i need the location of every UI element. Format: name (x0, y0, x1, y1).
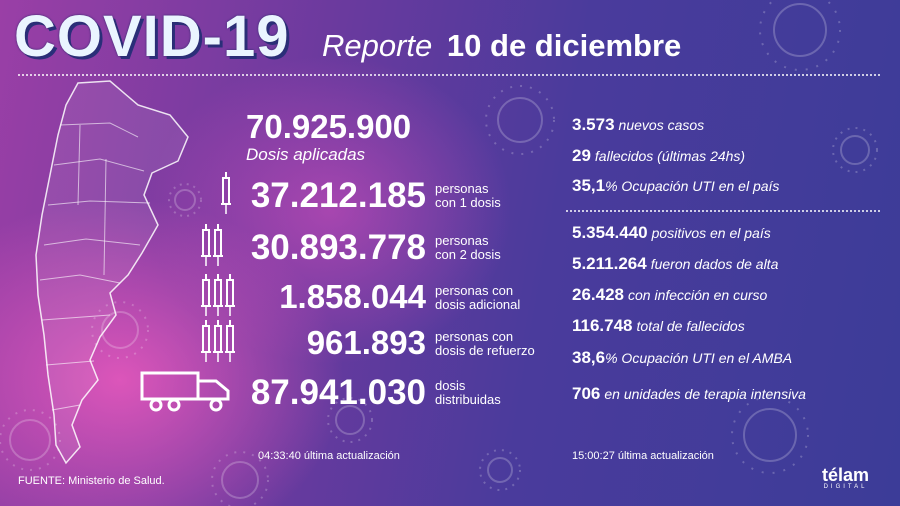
stat-text: % Ocupación UTI en el AMBA (605, 350, 793, 366)
telam-logo: télam DIGITAL (822, 466, 869, 490)
stat-row: 29 fallecidos (últimas 24hs) (572, 146, 745, 166)
update-time-left: 04:33:40 última actualización (258, 450, 400, 462)
stats-divider (566, 210, 880, 212)
vaccine-stat-label: personas con 2 dosis (435, 233, 501, 262)
stat-row: 706 en unidades de terapia intensiva (572, 384, 806, 404)
stat-text: % Ocupación UTI en el país (605, 178, 780, 194)
report-prefix: Reporte (322, 28, 433, 63)
stat-text: en unidades de terapia intensiva (604, 386, 806, 402)
stat-row: 26.428 con infección en curso (572, 285, 767, 305)
report-date: 10 de diciembre (446, 28, 682, 63)
truck-icon (140, 371, 230, 412)
stat-text: nuevos casos (618, 117, 705, 133)
syringe-icon (201, 274, 235, 316)
page-title: COVID-19 (14, 4, 290, 69)
vaccine-stat-row: 30.893.778 personas con 2 dosis (140, 224, 560, 270)
stat-row: 5.211.264 fueron dados de alta (572, 254, 778, 274)
stat-row: 5.354.440 positivos en el país (572, 223, 771, 243)
doses-applied-value: 70.925.900 (246, 108, 412, 145)
syringe-icon (201, 224, 223, 266)
vaccine-stat-row: 87.941.030 dosis distribuidas (140, 371, 560, 415)
stat-text: con infección en curso (628, 287, 768, 303)
stat-value: 3.573 (572, 115, 615, 134)
argentina-map-icon (35, 80, 189, 465)
doses-applied-block: 70.925.900 Dosis aplicadas (246, 110, 411, 165)
vaccine-stat-value: 37.212.185 (250, 176, 426, 215)
stat-text: fueron dados de alta (650, 256, 779, 272)
report-date-heading: Reporte 10 de diciembre (322, 30, 681, 61)
syringe-icon (201, 320, 235, 362)
stat-value: 706 (572, 384, 601, 403)
stat-value: 5.354.440 (572, 223, 648, 242)
doses-applied-label: Dosis aplicadas (246, 145, 366, 164)
vaccine-stat-value: 961.893 (306, 324, 426, 361)
stat-row: 38,6% Ocupación UTI en el AMBA (572, 348, 792, 368)
vaccine-stat-label: personas con dosis adicional (435, 283, 521, 312)
vaccine-stat-label: personas con dosis de refuerzo (435, 329, 535, 358)
update-time-right: 15:00:27 última actualización (572, 450, 714, 462)
syringe-icon (221, 172, 231, 214)
header-divider (18, 74, 880, 76)
vaccine-stat-value: 1.858.044 (279, 278, 426, 315)
stat-row: 35,1% Ocupación UTI en el país (572, 176, 779, 196)
vaccine-stat-row: 37.212.185 personas con 1 dosis (140, 172, 560, 218)
stat-value: 38,6 (572, 348, 606, 367)
telam-logo-text: télam (822, 465, 870, 485)
stat-row: 3.573 nuevos casos (572, 115, 704, 135)
vaccine-stat-value: 30.893.778 (250, 228, 426, 267)
stat-text: fallecidos (últimas 24hs) (594, 148, 746, 164)
vaccine-stat-row: 961.893 personas con dosis de refuerzo (140, 320, 560, 366)
stat-value: 35,1 (572, 176, 606, 195)
source-note: FUENTE: Ministerio de Salud. (18, 475, 165, 487)
stat-value: 5.211.264 (572, 254, 647, 273)
vaccine-stat-label: personas con 1 dosis (435, 181, 501, 210)
stat-text: total de fallecidos (636, 318, 745, 334)
stat-value: 116.748 (572, 316, 633, 335)
stat-value: 29 (572, 146, 591, 165)
stat-value: 26.428 (572, 285, 624, 304)
stat-row: 116.748 total de fallecidos (572, 316, 745, 336)
vaccine-stat-label: dosis distribuidas (435, 378, 501, 407)
telam-logo-sub: DIGITAL (823, 484, 868, 490)
vaccine-stat-value: 87.941.030 (250, 373, 426, 412)
vaccine-stat-row: 1.858.044 personas con dosis adicional (140, 274, 560, 320)
stat-text: positivos en el país (651, 225, 771, 241)
